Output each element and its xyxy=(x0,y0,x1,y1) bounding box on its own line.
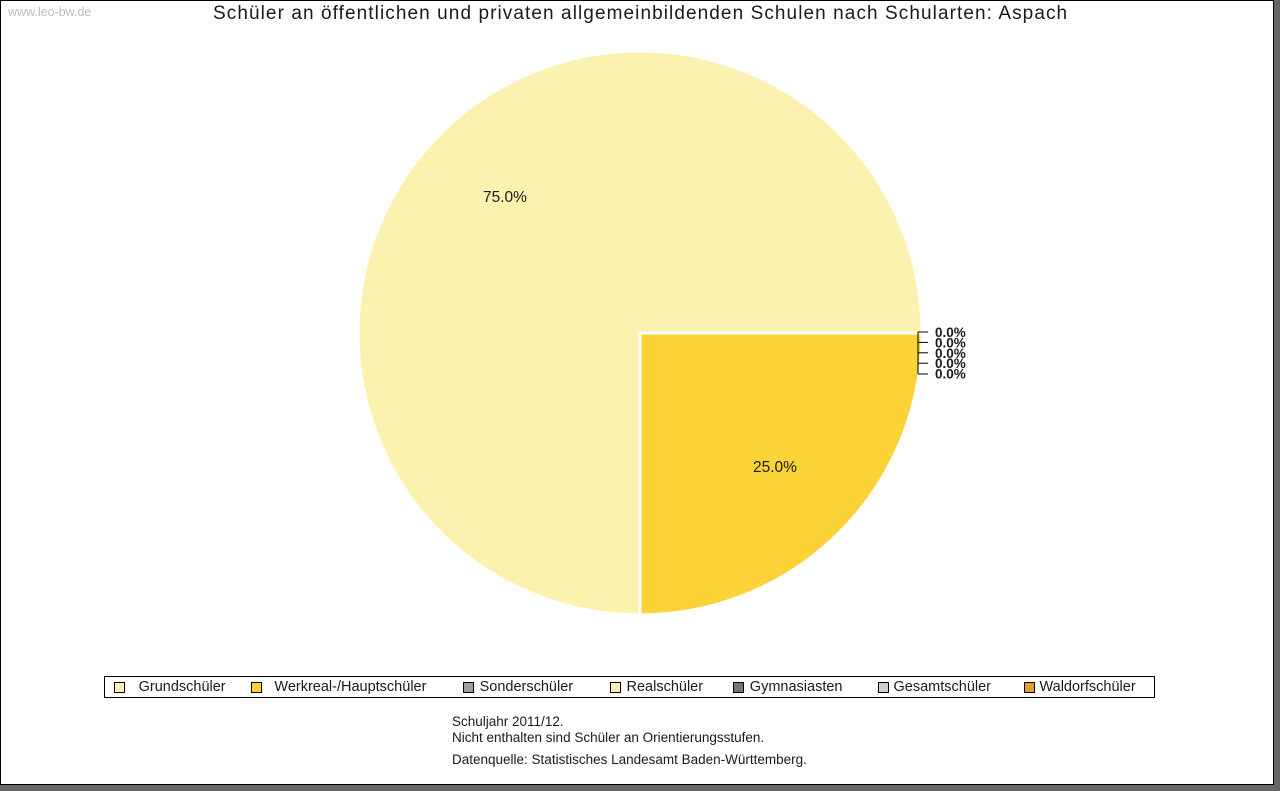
svg-text:75.0%: 75.0% xyxy=(483,189,527,206)
svg-text:0.0%: 0.0% xyxy=(935,367,966,382)
svg-text:25.0%: 25.0% xyxy=(753,459,797,476)
